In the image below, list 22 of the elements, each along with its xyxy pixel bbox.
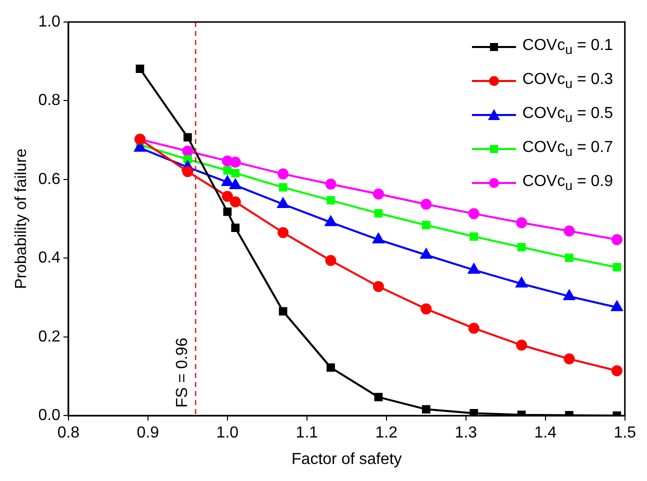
x-tick-label: 1.0: [216, 424, 239, 442]
legend-label: COVc$_{u}$ = 0.9: [522, 172, 613, 194]
legend-label: COVc$_{u}$ = 0.1: [522, 36, 613, 58]
y-tick-label: 0.8: [38, 92, 61, 110]
y-tick-label: 1.0: [38, 13, 61, 30]
y-tick-label: 0.6: [38, 170, 61, 188]
x-tick-label: 1.3: [454, 424, 478, 442]
x-tick-label: 1.5: [614, 424, 636, 442]
legend-label: COVc$_{u}$ = 0.5: [522, 104, 613, 126]
x-axis-title: Factor of safety: [292, 450, 402, 468]
legend-label: COVc$_{u}$ = 0.7: [522, 138, 613, 160]
x-tick-label: 1.1: [296, 424, 318, 442]
ref-line-label: FS = 0.96: [174, 338, 192, 408]
x-tick-label: 1.2: [375, 424, 398, 442]
y-axis-title: Probability of failure: [13, 148, 30, 290]
legend-label: COVc$_{u}$ = 0.3: [522, 70, 613, 92]
y-tick-label: 0.2: [38, 328, 61, 346]
x-tick-label: 0.9: [136, 424, 160, 442]
x-tick-label: 0.8: [57, 424, 80, 442]
x-tick-label: 1.4: [534, 424, 557, 442]
y-tick-label: 0.4: [38, 250, 61, 267]
y-tick-label: 0.0: [38, 407, 61, 424]
